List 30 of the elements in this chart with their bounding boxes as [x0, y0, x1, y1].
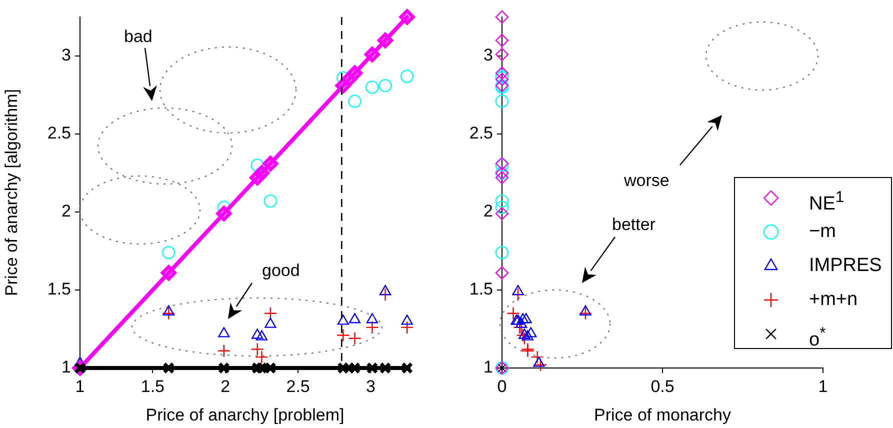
x-axis-title: Price of monarchy [594, 405, 732, 424]
y-tick-label: 1.5 [469, 280, 493, 299]
x-tick-label: 3 [366, 376, 376, 396]
x-tick-label: 1 [75, 376, 85, 396]
annotation: worse [624, 171, 670, 190]
annotation: bad [124, 27, 152, 46]
y-tick-label: 3 [484, 46, 493, 65]
legend-label: o$^{*}$ [809, 324, 826, 352]
y-tick-label: 2.5 [469, 124, 493, 143]
annotation: good [262, 261, 300, 280]
y-tick-label: 2 [62, 202, 71, 221]
x-tick-label: 0.5 [650, 376, 674, 396]
y-tick-label: 3 [62, 46, 71, 65]
legend-label: NE$^{1}$ [809, 188, 844, 216]
y-tick-label: 2.5 [47, 124, 71, 143]
y-tick-label: 1.5 [47, 280, 71, 299]
legend-label: −m [809, 221, 836, 243]
y-tick-label: 1 [484, 358, 493, 377]
y-tick-label: 2 [484, 202, 493, 221]
y-tick-label: 1 [62, 358, 71, 377]
x-tick-label: 1 [818, 376, 828, 396]
annotation: better [612, 215, 656, 234]
x-axis-title: Price of anarchy [problem] [146, 405, 344, 424]
x-tick-label: 2.5 [286, 376, 310, 396]
y-axis-title: Price of anarchy [algorithm] [2, 89, 21, 296]
x-tick-label: 1.5 [140, 376, 165, 396]
x-tick-label: 2 [220, 376, 230, 396]
x-tick-label: 0 [497, 376, 507, 396]
legend-label: +m+n [809, 289, 858, 311]
legend-label: IMPRES [809, 255, 882, 277]
